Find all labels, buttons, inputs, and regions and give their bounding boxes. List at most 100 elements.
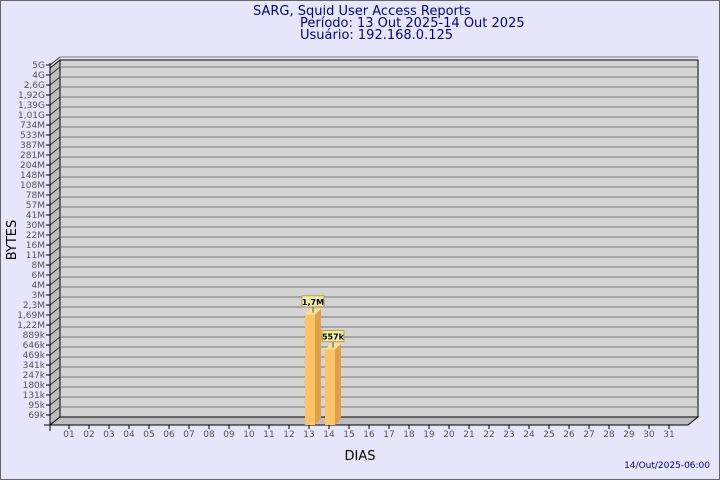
y-grid-diagonal — [49, 266, 61, 276]
y-tick-label: 8M — [32, 261, 46, 271]
y-tick-label: 281M — [20, 151, 45, 161]
y-tick-label: 889k — [23, 331, 46, 341]
y-tick-label: 148M — [20, 171, 45, 181]
bar — [305, 314, 315, 425]
y-grid-diagonal — [49, 216, 61, 226]
bar-side — [335, 343, 341, 425]
y-tick-label: 108M — [20, 181, 45, 191]
chart-user: Usuário: 192.168.0.125 — [300, 28, 454, 43]
y-grid-diagonal — [49, 306, 61, 316]
y-grid-diagonal — [49, 116, 61, 126]
x-tick-label: 02 — [83, 430, 94, 440]
y-tick-label: 4M — [32, 281, 46, 291]
y-grid-diagonal — [49, 356, 61, 366]
bar-side — [315, 308, 321, 425]
y-tick-label: 131k — [23, 391, 46, 401]
y-grid-diagonal — [49, 176, 61, 186]
y-grid-diagonal — [49, 96, 61, 106]
y-tick-label: 1,92G — [18, 91, 45, 101]
y-tick-label: 204M — [20, 161, 45, 171]
y-tick-label: 469k — [23, 351, 46, 361]
y-grid-diagonal — [49, 396, 61, 406]
x-tick-label: 23 — [503, 430, 514, 440]
y-grid-diagonal — [49, 316, 61, 326]
y-grid-diagonal — [49, 226, 61, 236]
x-tick-label: 13 — [303, 430, 314, 440]
y-tick-label: 533M — [20, 131, 45, 141]
y-tick-label: 30M — [26, 221, 45, 231]
y-tick-label: 57M — [26, 201, 45, 211]
y-tick-label: 22M — [26, 231, 45, 241]
x-tick-label: 16 — [363, 430, 375, 440]
y-axis-label: BYTES — [5, 220, 20, 261]
y-tick-label: 69k — [28, 411, 45, 421]
y-grid-diagonal — [49, 336, 61, 346]
x-tick-label: 24 — [523, 430, 535, 440]
plot-floor — [48, 416, 700, 426]
y-tick-label: 3M — [32, 291, 46, 301]
y-grid-diagonal — [49, 186, 61, 196]
y-grid-diagonal — [49, 166, 61, 176]
x-tick-label: 31 — [663, 430, 674, 440]
x-tick-label: 26 — [563, 430, 575, 440]
bar-label-box — [301, 295, 325, 308]
plot-back-wall — [59, 59, 699, 418]
y-tick-label: 6M — [32, 271, 46, 281]
y-tick-label: 1,22M — [17, 321, 45, 331]
x-tick-label: 14 — [323, 430, 335, 440]
y-grid-diagonal — [49, 76, 61, 86]
bar-label-box — [321, 330, 345, 343]
x-tick-label: 22 — [483, 430, 494, 440]
y-grid-diagonal — [49, 296, 61, 306]
x-tick-label: 30 — [643, 430, 655, 440]
y-tick-label: 247k — [23, 371, 46, 381]
x-tick-label: 04 — [123, 430, 135, 440]
y-tick-label: 41M — [26, 211, 45, 221]
y-grid-diagonal — [49, 366, 61, 376]
y-grid-diagonal — [49, 56, 61, 66]
y-tick-label: 646k — [23, 341, 46, 351]
y-grid-diagonal — [49, 86, 61, 96]
y-tick-label: 2,6G — [24, 81, 45, 91]
x-tick-label: 29 — [623, 430, 635, 440]
y-grid-diagonal — [49, 346, 61, 356]
x-tick-label: 15 — [343, 430, 354, 440]
x-tick-label: 10 — [243, 430, 255, 440]
x-tick-label: 20 — [443, 430, 455, 440]
bar-data-label: 1,7M — [302, 298, 324, 307]
y-tick-label: 4G — [32, 71, 45, 81]
y-tick-label: 1,01G — [18, 111, 45, 121]
y-grid-diagonal — [49, 196, 61, 206]
x-tick-label: 11 — [263, 430, 274, 440]
y-grid-diagonal — [49, 236, 61, 246]
y-grid-diagonal — [49, 326, 61, 336]
y-tick-label: 11M — [26, 251, 45, 261]
x-tick-label: 27 — [583, 430, 594, 440]
y-grid-diagonal — [49, 406, 61, 416]
x-axis-label: DIAS — [345, 449, 376, 464]
y-tick-label: 78M — [26, 191, 45, 201]
x-tick-label: 21 — [463, 430, 474, 440]
y-grid-diagonal — [49, 126, 61, 136]
y-tick-label: 2,3M — [23, 301, 45, 311]
y-grid-diagonal — [49, 286, 61, 296]
x-tick-label: 06 — [163, 430, 175, 440]
x-tick-label: 12 — [283, 430, 294, 440]
x-tick-label: 18 — [403, 430, 415, 440]
y-tick-label: 5G — [32, 61, 45, 71]
report-timestamp: 14/Out/2025-06:00 — [624, 461, 710, 471]
y-grid-diagonal — [49, 106, 61, 116]
x-tick-label: 05 — [143, 430, 154, 440]
bar-data-label: 557k — [322, 333, 345, 342]
x-tick-label: 28 — [603, 430, 615, 440]
plot-left-wall — [49, 58, 61, 427]
y-grid-diagonal — [49, 156, 61, 166]
x-tick-label: 19 — [423, 430, 435, 440]
y-tick-label: 1,69M — [17, 311, 45, 321]
y-tick-label: 387M — [20, 141, 45, 151]
y-grid-diagonal — [49, 386, 61, 396]
x-tick-label: 25 — [543, 430, 554, 440]
y-tick-label: 341k — [23, 361, 46, 371]
y-tick-label: 16M — [26, 241, 45, 251]
